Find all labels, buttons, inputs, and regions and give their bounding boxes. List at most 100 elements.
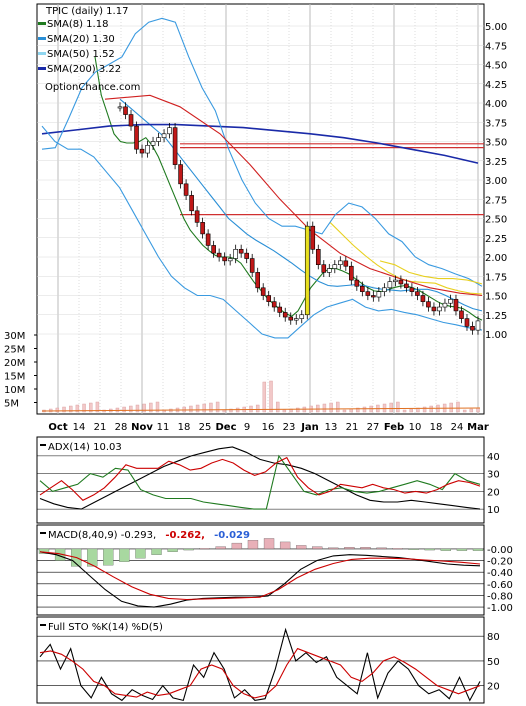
volume-bars xyxy=(41,380,481,413)
volume-bar xyxy=(249,405,253,413)
price-y-tick-label: 3.75 xyxy=(485,118,507,129)
sto-title-box xyxy=(38,620,168,632)
macd-panel: MACD(8,40,9) -0.293, -0.262, -0.029 -0.0… xyxy=(36,524,513,616)
price-y-tick-label: 3.25 xyxy=(485,157,507,168)
candle-body xyxy=(453,299,459,312)
candle-body xyxy=(200,222,205,235)
panel-y-tick-label: -0.80 xyxy=(487,591,513,602)
candle-body xyxy=(123,106,128,115)
volume-bar xyxy=(396,401,400,413)
price-legend: TPIC (daily) 1.17 SMA(8) 1.18 SMA(20) 1.3… xyxy=(38,6,140,93)
volume-y-tick-label: 25M xyxy=(4,345,25,356)
candle-body xyxy=(426,301,431,308)
panel-y-tick-label: 20 xyxy=(487,487,500,498)
x-tick-label: 18 xyxy=(430,422,443,433)
candle-body xyxy=(134,125,139,150)
volume-bar xyxy=(462,409,467,413)
x-tick-label: Feb xyxy=(384,422,404,433)
volume-bar xyxy=(402,409,407,413)
candle-body xyxy=(189,195,194,212)
x-tick-label: 9 xyxy=(244,422,250,433)
k-line xyxy=(39,627,481,702)
macd-histogram-bar xyxy=(456,548,468,551)
panel-y-tick-label: 20 xyxy=(487,682,500,693)
candle-body xyxy=(178,164,183,185)
candle-body xyxy=(222,256,227,262)
price-y-tick-label: 4.75 xyxy=(485,41,507,52)
volume-y-tick-label: 30M xyxy=(4,331,25,342)
x-tick-label: 16 xyxy=(262,422,275,433)
macd-histogram-bar xyxy=(38,548,50,554)
panel-y-tick-label: 10 xyxy=(487,505,500,516)
x-tick-label: 11 xyxy=(157,422,170,433)
volume-bar xyxy=(296,407,300,413)
candle-body xyxy=(360,285,365,292)
candle-body xyxy=(448,299,453,304)
candle-body xyxy=(227,258,233,262)
candle-body xyxy=(145,145,150,154)
candle-body xyxy=(415,291,420,296)
macd-histogram-bar xyxy=(472,548,484,551)
price-y-tick-label: 1.00 xyxy=(485,330,507,341)
macd-histogram-bar xyxy=(279,541,291,550)
price-y-tick-label: 4.00 xyxy=(485,99,507,110)
candle-body xyxy=(387,281,393,289)
price-horizontal-levels xyxy=(180,143,484,216)
red-moving-average-line xyxy=(104,94,483,297)
candle-body xyxy=(167,127,172,135)
macd-histogram-bar xyxy=(247,540,259,550)
candle-body xyxy=(437,306,442,312)
candle-body xyxy=(349,265,354,281)
adx-panel: ADX(14) 10.03 40 30 20 10 xyxy=(36,436,500,524)
x-tick-label: 25 xyxy=(199,422,212,433)
candle-body xyxy=(183,183,189,196)
macd-title: MACD(8,40,9) -0.293, -0.262, -0.029 xyxy=(48,530,250,541)
candle-body xyxy=(409,287,415,292)
sma-20-line xyxy=(119,98,483,312)
volume-average-line xyxy=(41,407,481,412)
x-tick-label: 21 xyxy=(94,422,107,433)
candle-body xyxy=(431,306,437,312)
candle-body xyxy=(343,260,349,267)
macd-histogram-bar xyxy=(392,548,403,550)
candle-body xyxy=(271,301,277,308)
volume-y-tick-label: 5M xyxy=(4,399,19,410)
candle-body xyxy=(365,291,371,296)
candle-body xyxy=(420,295,426,302)
candle-body xyxy=(304,225,310,316)
adx-title-box xyxy=(38,440,128,452)
legend-label: SMA(20) 1.30 xyxy=(47,34,115,45)
macd-title-box xyxy=(38,528,244,540)
volume-bar xyxy=(189,405,193,413)
volume-bar xyxy=(336,401,340,413)
candle-body xyxy=(194,210,200,223)
volume-bar xyxy=(282,409,287,413)
x-tick-label: Oct xyxy=(48,422,67,433)
volume-bar xyxy=(215,401,220,413)
sto-title: Full STO %K(14) %D(5) xyxy=(48,622,163,633)
sma-200-line xyxy=(41,123,479,164)
panel-y-tick-label: -0.40 xyxy=(487,568,513,579)
lower-band-line xyxy=(41,125,483,339)
candle-body xyxy=(393,279,398,282)
volume-bar xyxy=(142,403,146,413)
panel-y-tick-label: 50 xyxy=(487,657,500,668)
x-tick-label: 28 xyxy=(115,422,128,433)
adx-panel-frame xyxy=(36,436,485,524)
candle-body xyxy=(233,249,238,259)
price-y-ticks: 5.00 4.75 4.50 4.25 4.00 3.75 3.50 3.25 3.00 2.75… xyxy=(485,22,507,341)
upper-band-2-line xyxy=(379,260,483,285)
macd-histogram-bar xyxy=(440,548,452,551)
price-candles xyxy=(117,102,481,335)
di-line xyxy=(39,456,481,501)
volume-bar xyxy=(155,401,160,413)
price-y-tick-label: 4.50 xyxy=(485,61,507,72)
price-y-tick-label: 4.25 xyxy=(485,80,507,91)
price-title: TPIC (daily) 1.17 xyxy=(45,6,128,17)
volume-bar xyxy=(422,406,427,413)
x-tick-label: Dec xyxy=(215,422,236,433)
macd-histogram-bar xyxy=(135,548,146,559)
candle-body xyxy=(277,306,283,313)
volume-bar xyxy=(349,408,353,413)
